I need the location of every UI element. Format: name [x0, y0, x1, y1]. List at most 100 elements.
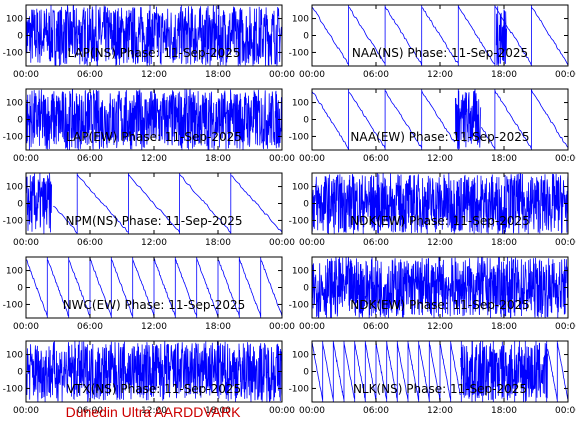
panel-title: LAP(NS) Phase: 11-Sep-2025: [68, 46, 241, 60]
panel-title: NDK(EW) Phase: 11-Sep-2025: [350, 298, 529, 312]
x-tick-label: 00:00: [299, 154, 325, 164]
panel-title: NDK(EW) Phase: 11-Sep-2025: [350, 214, 529, 228]
panel-3: 100 0 -100 00:00 06:00 12:00 18:00 00:00 LAP(EW)…: [3, 88, 295, 164]
trace-group: [26, 257, 282, 318]
panel-9: 100 0 -100 00:00 06:00 12:00 18:00 00:00 VTX(NS)…: [3, 340, 295, 416]
x-tick-label: 06:00: [77, 154, 103, 164]
phase-series-line: [312, 341, 568, 402]
x-tick-label: 12:00: [427, 406, 453, 416]
phase-series-line: [26, 341, 282, 402]
panel-5: 100 0 -100 00:00 06:00 12:00 18:00 00:00 NPM(NS)…: [3, 172, 295, 248]
trace-group: [312, 173, 568, 234]
x-tick-label: 00:00: [299, 406, 325, 416]
x-tick-label: 18:00: [491, 406, 517, 416]
x-tick-label: 18:00: [491, 70, 517, 80]
x-tick-label: 06:00: [363, 70, 389, 80]
panel-2: 100 0 -100 00:00 06:00 12:00 18:00 00:00 NAA(NS)…: [289, 4, 576, 80]
panel-title: NWC(EW) Phase: 11-Sep-2025: [63, 298, 246, 312]
phase-series-line: [26, 173, 282, 234]
trace-group: [26, 173, 282, 234]
x-tick-label: 00:00: [555, 406, 576, 416]
x-tick-label: 12:00: [141, 70, 167, 80]
panel-8: 100 0 -100 00:00 06:00 12:00 18:00 00:00 NDK(EW)…: [289, 256, 576, 332]
y-tick-label: -100: [289, 132, 310, 142]
x-tick-label: 00:00: [555, 238, 576, 248]
y-tick-label: 0: [17, 368, 23, 378]
phase-series-line: [312, 173, 568, 234]
x-tick-label: 12:00: [427, 70, 453, 80]
phase-series-line: [312, 89, 568, 150]
y-tick-label: -100: [3, 384, 24, 394]
y-tick-label: -100: [289, 384, 310, 394]
y-tick-label: 100: [6, 99, 23, 109]
y-tick-label: 0: [303, 368, 309, 378]
phase-series-line: [26, 89, 282, 150]
x-tick-label: 18:00: [205, 154, 231, 164]
x-tick-label: 00:00: [269, 406, 295, 416]
x-tick-label: 12:00: [141, 322, 167, 332]
footer-label: Dunedin Ultra AARDDVARK: [65, 404, 241, 420]
x-tick-label: 12:00: [427, 322, 453, 332]
x-tick-label: 12:00: [141, 406, 167, 416]
panel-4: 100 0 -100 00:00 06:00 12:00 18:00 00:00 NAA(EW)…: [289, 88, 576, 164]
panel-7: 100 0 -100 00:00 06:00 12:00 18:00 00:00 NWC(EW)…: [3, 256, 295, 332]
x-tick-label: 00:00: [555, 70, 576, 80]
x-tick-label: 00:00: [13, 70, 39, 80]
x-tick-label: 12:00: [427, 154, 453, 164]
x-tick-label: 00:00: [13, 322, 39, 332]
x-tick-label: 00:00: [299, 70, 325, 80]
x-tick-label: 06:00: [363, 154, 389, 164]
x-tick-label: 06:00: [77, 406, 103, 416]
x-tick-label: 18:00: [205, 322, 231, 332]
y-tick-label: 0: [17, 116, 23, 126]
x-tick-label: 06:00: [363, 238, 389, 248]
phase-series-line: [312, 5, 568, 66]
x-tick-label: 00:00: [299, 322, 325, 332]
x-tick-label: 18:00: [491, 322, 517, 332]
x-tick-label: 18:00: [491, 154, 517, 164]
x-tick-label: 18:00: [205, 70, 231, 80]
trace-group: [26, 89, 282, 150]
panel-title: NAA(EW) Phase: 11-Sep-2025: [350, 130, 529, 144]
y-tick-label: -100: [289, 216, 310, 226]
y-tick-label: 0: [17, 32, 23, 42]
panel-title: NLK(NS) Phase: 11-Sep-2025: [353, 382, 527, 396]
y-tick-label: 0: [303, 116, 309, 126]
phase-series-line: [26, 257, 282, 318]
panel-title: NAA(NS) Phase: 11-Sep-2025: [352, 46, 528, 60]
x-tick-label: 00:00: [269, 322, 295, 332]
y-tick-label: 100: [292, 99, 309, 109]
phase-series-line: [26, 5, 282, 66]
x-tick-label: 06:00: [77, 238, 103, 248]
y-tick-label: 0: [303, 32, 309, 42]
x-tick-label: 00:00: [555, 322, 576, 332]
y-tick-label: 100: [6, 351, 23, 361]
x-tick-label: 12:00: [141, 238, 167, 248]
x-tick-label: 06:00: [77, 322, 103, 332]
y-tick-label: -100: [289, 48, 310, 58]
x-tick-label: 00:00: [13, 154, 39, 164]
y-tick-label: -100: [3, 48, 24, 58]
y-tick-label: 0: [17, 200, 23, 210]
y-tick-label: 100: [6, 183, 23, 193]
x-tick-label: 18:00: [205, 406, 231, 416]
y-tick-label: 100: [292, 351, 309, 361]
y-tick-label: 100: [6, 15, 23, 25]
trace-group: [312, 5, 568, 66]
x-tick-label: 00:00: [13, 406, 39, 416]
x-tick-label: 06:00: [363, 406, 389, 416]
y-tick-label: 0: [17, 284, 23, 294]
x-tick-label: 12:00: [427, 238, 453, 248]
x-tick-label: 00:00: [299, 238, 325, 248]
panel-title: LAP(EW) Phase: 11-Sep-2025: [66, 130, 242, 144]
trace-group: [26, 341, 282, 402]
y-tick-label: -100: [3, 216, 24, 226]
x-tick-label: 18:00: [205, 238, 231, 248]
panel-6: 100 0 -100 00:00 06:00 12:00 18:00 00:00 NDK(EW)…: [289, 172, 576, 248]
x-tick-label: 00:00: [269, 70, 295, 80]
trace-group: [312, 89, 568, 150]
panel-title: VTX(NS) Phase: 11-Sep-2025: [67, 382, 241, 396]
y-tick-label: 100: [292, 183, 309, 193]
trace-group: [312, 341, 568, 402]
